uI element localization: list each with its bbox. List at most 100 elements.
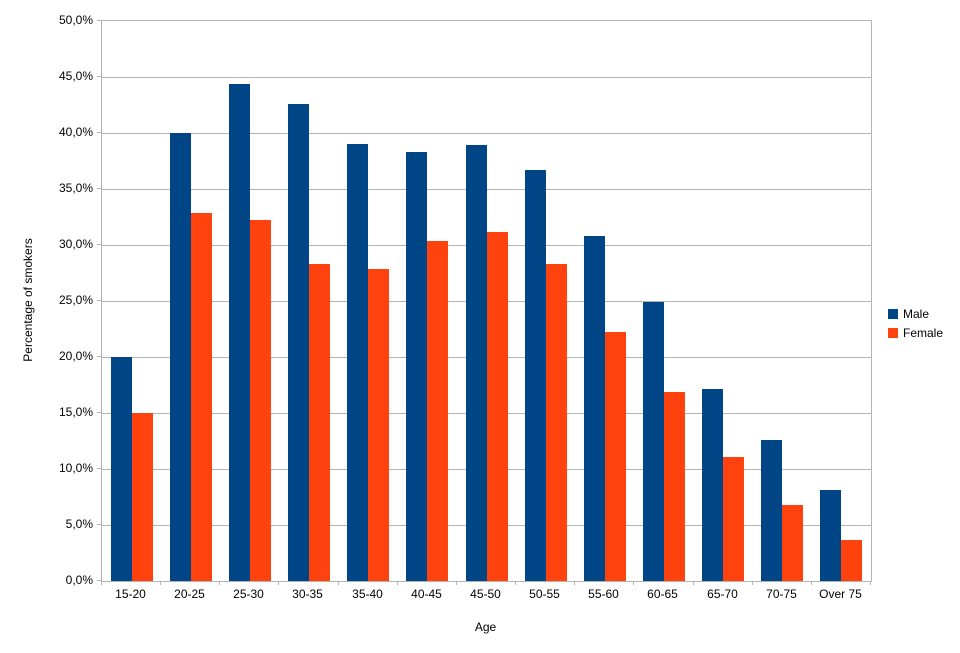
bar-male-50-55 [524,170,546,581]
y-tick-mark [97,244,101,245]
bar-group-35-40 [339,21,398,581]
y-tick-mark [97,580,101,581]
x-tick-label: 60-65 [647,587,678,601]
bar-groups [102,21,871,581]
x-tick-label: 70-75 [766,587,797,601]
gridline [102,77,871,78]
x-tick-label: 50-55 [529,587,560,601]
y-tick-label: 40,0% [58,125,93,139]
bar-male-15-20 [110,357,132,581]
x-tick-mark [515,581,516,585]
y-tick-mark [97,132,101,133]
x-tick-mark [870,581,871,585]
y-tick-label: 50,0% [58,13,93,27]
bar-male-25-30 [228,84,250,581]
bar-female-70-75 [782,505,804,581]
gridline [102,133,871,134]
x-tick-mark [811,581,812,585]
bar-female-65-70 [723,457,745,581]
y-tick-label: 30,0% [58,237,93,251]
x-tick-label: 25-30 [233,587,264,601]
bar-female-40-45 [427,241,449,581]
bar-female-50-55 [545,264,567,581]
bar-male-20-25 [169,133,191,581]
bar-female-55-60 [604,332,626,581]
legend-item-male: Male [888,307,943,321]
y-tick-label: 45,0% [58,69,93,83]
bar-female-60-65 [663,392,685,581]
y-tick-mark [97,356,101,357]
y-tick-label: 15,0% [58,405,93,419]
plot-area [101,20,872,582]
bar-group-65-70 [694,21,753,581]
y-tick-mark [97,300,101,301]
x-tick-label: 45-50 [470,587,501,601]
bar-female-25-30 [249,220,271,581]
y-tick-mark [97,76,101,77]
legend-swatch-male [888,309,898,319]
bar-group-55-60 [575,21,634,581]
bar-male-over-75 [820,490,842,581]
y-tick-mark [97,188,101,189]
x-tick-mark [456,581,457,585]
bar-group-45-50 [457,21,516,581]
y-tick-label: 35,0% [58,181,93,195]
bar-group-15-20 [102,21,161,581]
x-tick-mark [752,581,753,585]
bar-male-70-75 [761,440,783,581]
x-tick-label: 35-40 [352,587,383,601]
x-tick-mark [160,581,161,585]
legend-swatch-female [888,328,898,338]
legend: Male Female [888,307,943,345]
bar-group-20-25 [161,21,220,581]
x-tick-label: 40-45 [411,587,442,601]
bar-female-15-20 [131,413,153,581]
y-tick-mark [97,20,101,21]
bar-female-30-35 [309,264,331,581]
x-tick-mark [397,581,398,585]
legend-item-female: Female [888,326,943,340]
bar-group-40-45 [398,21,457,581]
x-tick-mark [693,581,694,585]
y-tick-mark [97,412,101,413]
x-tick-mark [278,581,279,585]
bar-group-70-75 [753,21,812,581]
y-tick-mark [97,524,101,525]
bar-female-over-75 [841,540,863,581]
bar-group-25-30 [220,21,279,581]
bar-group-30-35 [279,21,338,581]
bar-female-20-25 [190,213,212,581]
x-axis-title: Age [474,620,497,634]
bar-group-over-75 [812,21,871,581]
bar-male-40-45 [406,152,428,581]
bar-male-65-70 [702,389,724,581]
x-tick-mark [101,581,102,585]
bar-group-60-65 [634,21,693,581]
bar-female-35-40 [368,269,390,581]
bar-male-60-65 [642,302,664,581]
y-tick-label: 5,0% [65,517,93,531]
y-tick-label: 0,0% [65,573,93,587]
bar-male-45-50 [465,145,487,581]
x-tick-mark [219,581,220,585]
y-tick-label: 25,0% [58,293,93,307]
x-tick-label: 15-20 [115,587,146,601]
legend-label-female: Female [903,326,944,340]
bar-group-50-55 [516,21,575,581]
y-tick-label: 20,0% [58,349,93,363]
y-tick-label: 10,0% [58,461,93,475]
x-tick-label: 20-25 [174,587,205,601]
legend-label-male: Male [903,307,930,321]
x-tick-label: 65-70 [707,587,738,601]
bar-male-55-60 [583,236,605,581]
x-tick-mark [574,581,575,585]
x-tick-mark [338,581,339,585]
x-tick-label: 30-35 [292,587,323,601]
bar-male-30-35 [288,104,310,581]
x-tick-label: Over 75 [819,587,862,601]
x-tick-label: 55-60 [588,587,619,601]
bar-female-45-50 [486,232,508,581]
bar-male-35-40 [347,144,369,581]
x-tick-mark [633,581,634,585]
